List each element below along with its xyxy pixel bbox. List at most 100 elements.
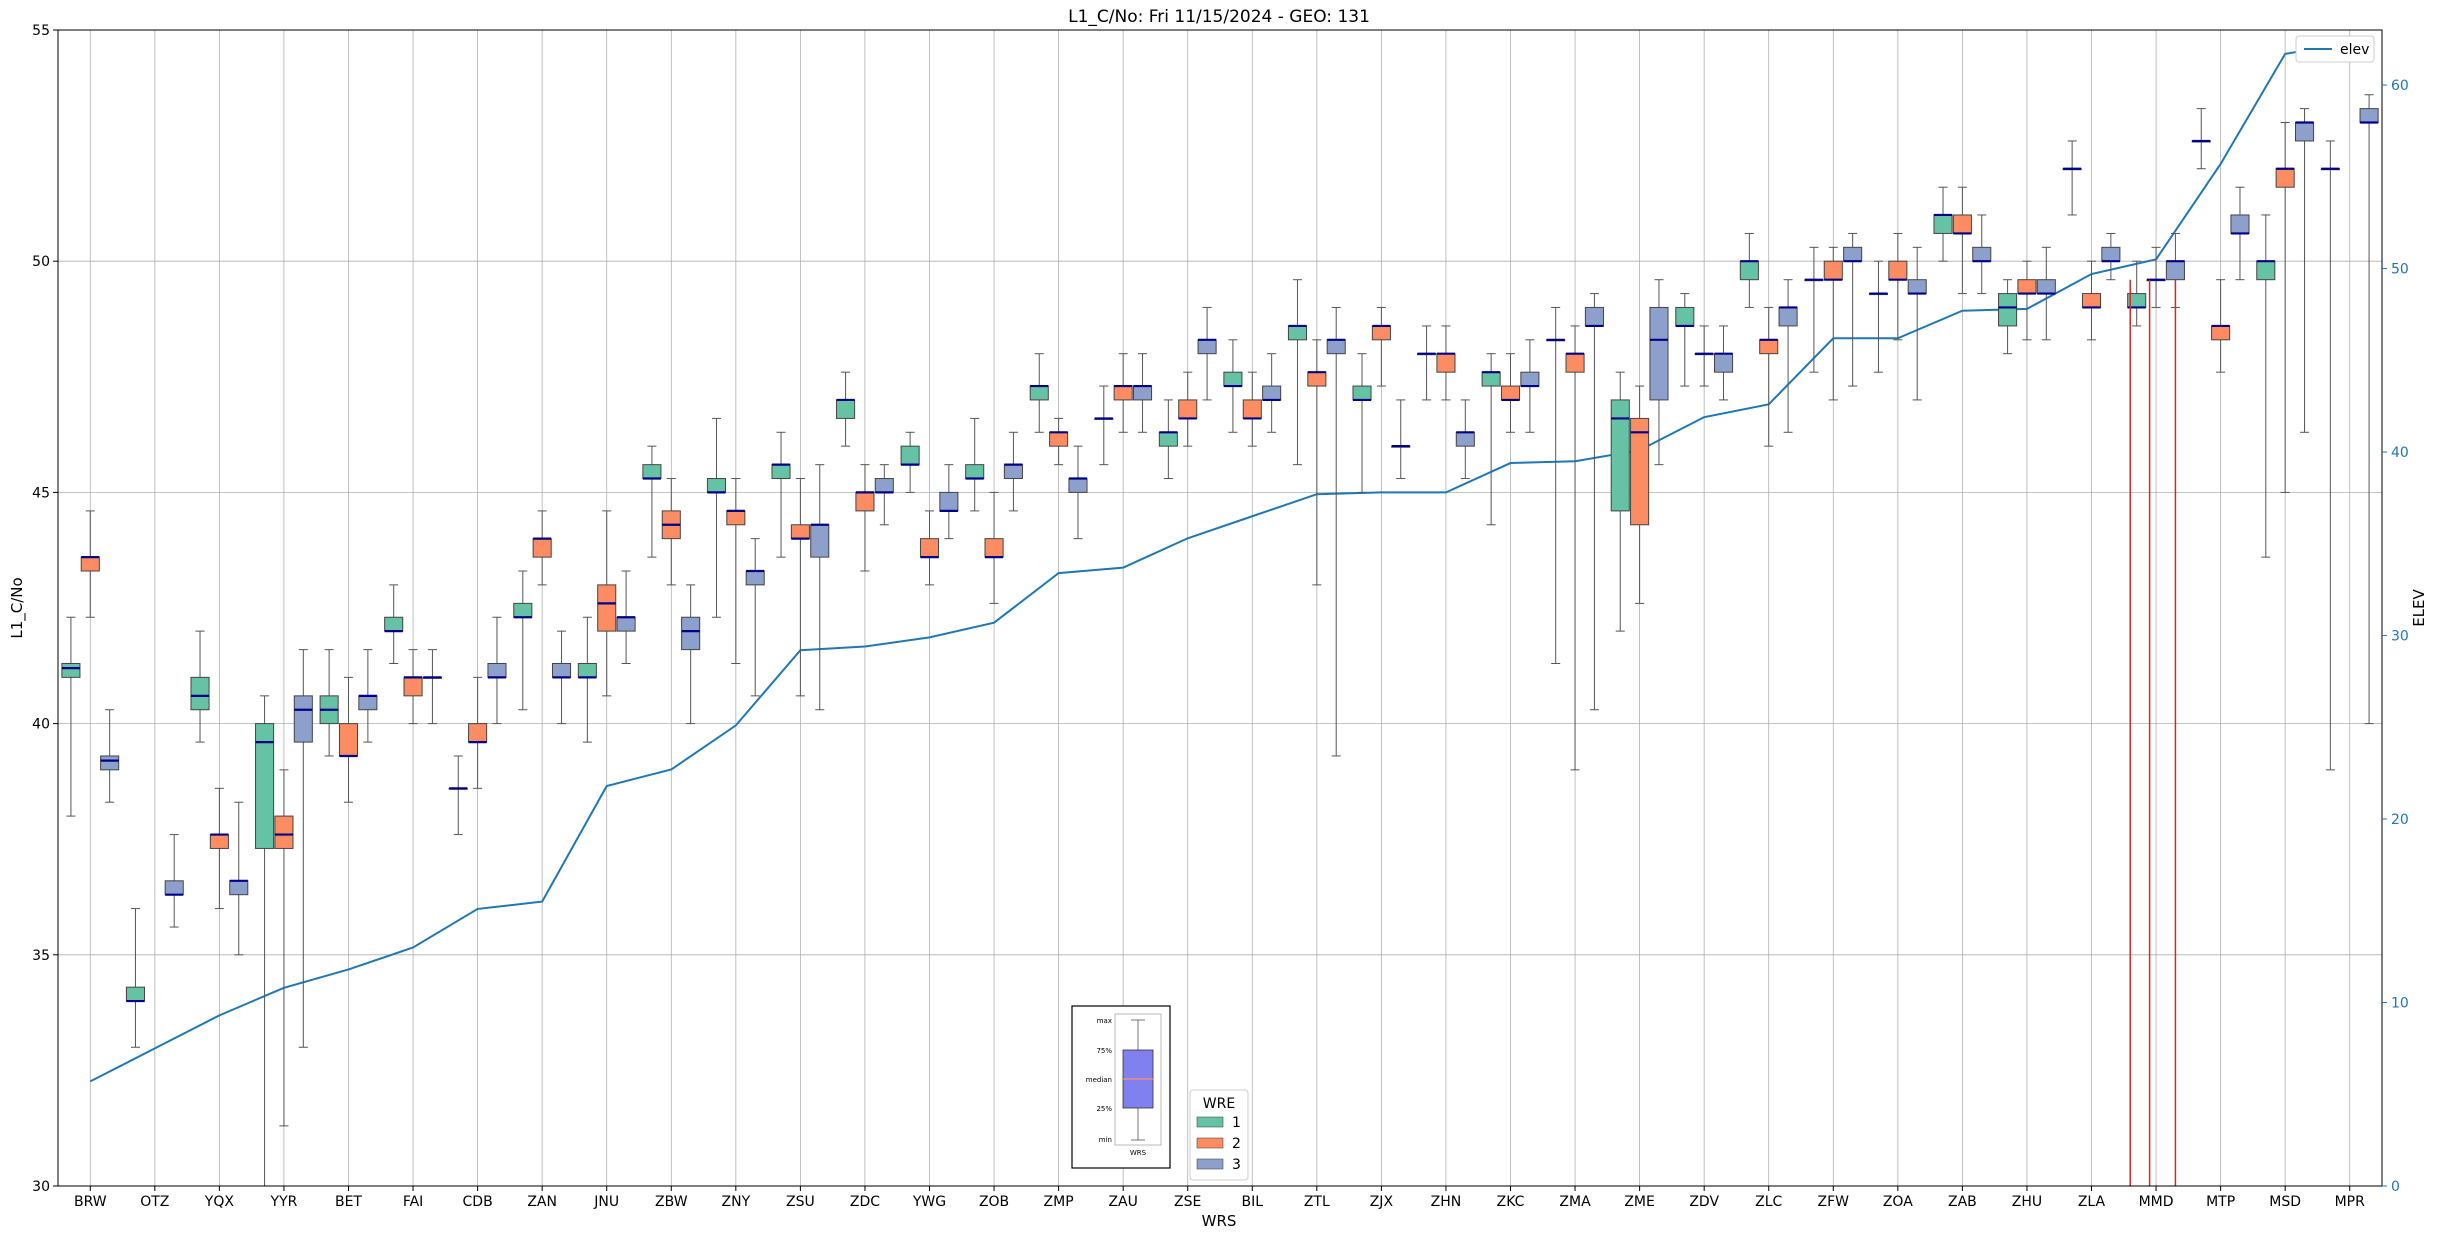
- x-tick-label: ZHU: [2012, 1194, 2042, 1210]
- box-body: [190, 676, 210, 711]
- x-tick-label: MTP: [2206, 1194, 2235, 1210]
- y-right-tick-label: 10: [2391, 996, 2409, 1012]
- box-body: [513, 602, 533, 618]
- box-body: [1610, 399, 1630, 512]
- box-body: [1352, 385, 1372, 401]
- x-tick-label: ZLA: [2078, 1194, 2106, 1210]
- box-zob-wre2: [984, 491, 1004, 604]
- box-body: [164, 880, 184, 896]
- box-body: [855, 491, 875, 512]
- box-zdv-wre2: [1694, 325, 1714, 387]
- box-zjx-wre2: [1371, 306, 1391, 387]
- wre-legend-swatch-3: [1196, 1158, 1224, 1170]
- box-body: [939, 491, 959, 512]
- x-tick-label: ZDC: [850, 1194, 880, 1210]
- box-jnu-wre3: [616, 570, 636, 664]
- box-zla-wre1: [2062, 140, 2082, 216]
- box-body: [1933, 214, 1953, 234]
- box-body: [1713, 353, 1734, 373]
- box-zla-wre3: [2101, 232, 2121, 281]
- box-zsu-wre2: [790, 478, 810, 697]
- box-body: [255, 723, 275, 849]
- box-zlc-wre2: [1759, 306, 1779, 447]
- box-body: [2017, 279, 2037, 295]
- box-zbw-wre1: [642, 445, 662, 558]
- box-bil-wre1: [1223, 339, 1243, 433]
- box-body: [1068, 478, 1088, 493]
- x-tick-label: ZHN: [1431, 1194, 1462, 1210]
- box-body: [1952, 214, 1972, 234]
- box-key-inner-frame: [1114, 1013, 1162, 1146]
- box-body: [229, 880, 249, 896]
- box-key-label-min: min: [1099, 1136, 1112, 1144]
- box-bet-wre1: [319, 649, 339, 757]
- elev-legend: elev: [2295, 35, 2375, 63]
- box-body: [125, 986, 146, 1002]
- box-body: [384, 616, 404, 632]
- wre-legend-swatch-1: [1196, 1116, 1224, 1128]
- box-body: [616, 616, 636, 632]
- box-zkc-wre3: [1520, 339, 1540, 433]
- box-ywg-wre1: [900, 431, 920, 493]
- y-tick-label: 45: [32, 485, 50, 501]
- box-jnu-wre2: [597, 510, 617, 697]
- box-zan-wre2: [532, 510, 552, 586]
- box-body: [965, 464, 985, 480]
- box-body: [2036, 279, 2056, 295]
- y-right-tick-label: 50: [2391, 262, 2409, 278]
- box-ztl-wre3: [1326, 306, 1346, 757]
- box-body: [468, 723, 488, 743]
- box-fai-wre2: [403, 649, 423, 725]
- box-brw-wre1: [61, 616, 81, 817]
- box-zse-wre3: [1197, 306, 1217, 401]
- box-zoa-wre2: [1888, 232, 1908, 341]
- box-body: [1823, 260, 1843, 281]
- x-tick-label: ZSU: [786, 1194, 815, 1210]
- box-zdc-wre2: [855, 464, 875, 572]
- box-zme-wre1: [1610, 371, 1630, 632]
- box-body: [1778, 306, 1798, 327]
- box-zme-wre2: [1630, 385, 1650, 604]
- box-body: [1481, 371, 1501, 387]
- box-otz-wre3: [164, 834, 184, 928]
- y-tick-label: 40: [32, 717, 50, 733]
- box-key-label-median: median: [1086, 1076, 1112, 1084]
- box-yqx-wre2: [209, 787, 229, 910]
- box-body: [1907, 279, 1927, 295]
- box-body: [1675, 306, 1695, 327]
- box-body: [338, 723, 359, 757]
- box-mtp-wre1: [2191, 108, 2211, 170]
- box-body: [706, 478, 727, 493]
- box-zau-wre1: [1094, 385, 1114, 466]
- box-yqx-wre3: [229, 801, 249, 956]
- box-key-frame: [1071, 1005, 1171, 1169]
- box-zbw-wre2: [661, 478, 681, 586]
- box-body: [577, 662, 597, 678]
- box-body: [1436, 353, 1456, 373]
- box-zoa-wre3: [1907, 246, 1927, 401]
- elevation-line: [89, 41, 2350, 1083]
- box-body: [532, 538, 552, 558]
- box-yqx-wre1: [190, 630, 210, 743]
- box-body: [2275, 168, 2295, 188]
- x-tick-label: FAI: [403, 1194, 423, 1210]
- y-axis-right: 0 10 20 30 40 50 60: [2382, 78, 2409, 1195]
- y-tick-label: 55: [32, 23, 50, 39]
- box-zau-wre3: [1132, 353, 1153, 433]
- box-zlc-wre1: [1739, 232, 1759, 308]
- box-zme-wre3: [1649, 279, 1669, 466]
- box-msd-wre2: [2275, 121, 2295, 493]
- x-tick-label: MSD: [2269, 1194, 2301, 1210]
- x-tick-label: ZMP: [1044, 1194, 1074, 1210]
- box-zhn-wre1: [1417, 325, 1437, 401]
- x-tick-label: ZFW: [1818, 1194, 1850, 1210]
- box-zab-wre1: [1933, 186, 1953, 262]
- wre-legend-label-3: 3: [1232, 1157, 1241, 1173]
- box-key-label-max: max: [1097, 1017, 1112, 1025]
- wre-legend: WRE 1 2 3: [1189, 1089, 1249, 1181]
- box-mtp-wre2: [2211, 279, 2231, 373]
- box-body: [745, 570, 765, 586]
- x-tick-label: ZAU: [1108, 1194, 1137, 1210]
- box-zsu-wre3: [810, 464, 830, 711]
- box-bil-wre3: [1262, 353, 1282, 433]
